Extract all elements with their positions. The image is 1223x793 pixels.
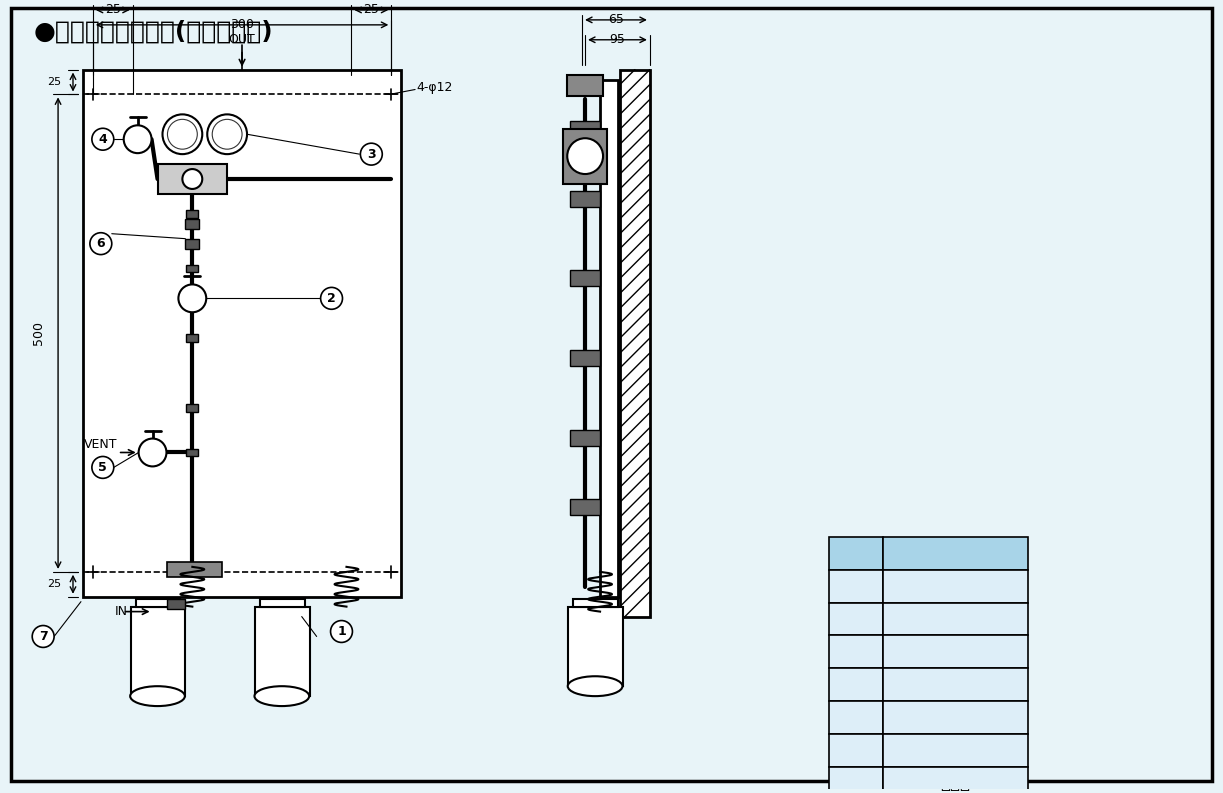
Text: No.: No.	[843, 546, 868, 561]
Circle shape	[124, 125, 152, 153]
Text: 7: 7	[39, 630, 48, 643]
Bar	[883, 767, 1027, 793]
Circle shape	[320, 287, 342, 309]
Bar	[186, 449, 198, 457]
Text: 25: 25	[105, 3, 121, 17]
Bar	[260, 599, 305, 607]
Bar	[883, 635, 1027, 668]
Bar	[883, 701, 1027, 734]
Circle shape	[91, 232, 111, 255]
Text: 1: 1	[850, 577, 861, 595]
Text: 1: 1	[338, 625, 346, 638]
Circle shape	[182, 169, 202, 189]
Text: VENT: VENT	[84, 438, 117, 451]
Bar	[570, 430, 600, 446]
Bar	[829, 603, 883, 635]
Text: 圧力調整器: 圧力調整器	[931, 642, 980, 661]
Bar	[883, 537, 1027, 570]
Bar	[829, 635, 883, 668]
Circle shape	[138, 439, 166, 466]
Bar	[186, 219, 199, 228]
Circle shape	[207, 114, 247, 154]
Text: 25: 25	[46, 579, 61, 588]
Bar	[829, 767, 883, 793]
Bar	[564, 129, 607, 184]
Text: 5: 5	[850, 708, 861, 726]
Text: 4: 4	[850, 675, 861, 693]
Text: 5: 5	[98, 461, 108, 474]
Bar	[883, 570, 1027, 603]
Circle shape	[92, 128, 114, 150]
Bar	[186, 265, 198, 273]
Bar	[83, 70, 401, 596]
Bar	[168, 562, 223, 577]
Text: OUT: OUT	[229, 33, 256, 46]
Text: 25: 25	[363, 3, 379, 17]
Text: 65: 65	[608, 13, 624, 26]
Bar	[570, 121, 600, 137]
Bar	[600, 79, 618, 596]
Bar	[158, 164, 227, 194]
Circle shape	[163, 114, 202, 154]
Text: 95: 95	[609, 33, 625, 46]
Bar	[829, 570, 883, 603]
Text: 3: 3	[850, 642, 861, 661]
Ellipse shape	[567, 676, 623, 696]
Ellipse shape	[130, 686, 185, 706]
Text: 名　称: 名 称	[942, 546, 969, 561]
Circle shape	[330, 621, 352, 642]
Text: 6: 6	[850, 741, 861, 759]
Text: IN: IN	[115, 605, 127, 618]
Text: 6: 6	[97, 237, 105, 250]
Text: 4: 4	[98, 132, 108, 146]
Bar	[136, 599, 181, 607]
Text: 入口弁: 入口弁	[940, 610, 970, 627]
Bar	[829, 734, 883, 767]
Bar	[569, 607, 623, 686]
Text: パージ弁: パージ弁	[936, 708, 975, 726]
Text: ●一次減圧ユニット(低圧タイプ): ●一次減圧ユニット(低圧タイプ)	[33, 20, 273, 44]
Text: 4-φ12: 4-φ12	[416, 81, 453, 94]
Bar	[883, 668, 1027, 701]
Bar	[829, 701, 883, 734]
Bar	[620, 70, 649, 617]
Text: 出口弁: 出口弁	[940, 675, 970, 693]
Bar	[567, 75, 603, 97]
Bar	[829, 537, 883, 570]
Text: 2: 2	[328, 292, 336, 305]
Text: 500: 500	[32, 321, 45, 345]
Bar	[254, 607, 309, 696]
Text: 300: 300	[230, 18, 254, 32]
Circle shape	[567, 138, 603, 174]
Bar	[883, 734, 1027, 767]
Ellipse shape	[254, 686, 309, 706]
Circle shape	[361, 144, 383, 165]
Bar	[186, 239, 199, 249]
Bar	[570, 270, 600, 286]
Text: フィルタ: フィルタ	[936, 741, 975, 759]
Text: 容器連結管: 容器連結管	[931, 577, 980, 595]
Bar	[574, 599, 618, 607]
Text: 7: 7	[850, 774, 861, 791]
Bar	[570, 500, 600, 515]
Bar	[186, 210, 198, 218]
Bar	[186, 334, 198, 342]
Bar	[186, 404, 198, 412]
Circle shape	[92, 457, 114, 478]
Text: 2: 2	[850, 610, 861, 627]
Circle shape	[32, 626, 54, 647]
Bar	[168, 599, 186, 608]
Text: 25: 25	[46, 77, 61, 86]
Text: パネル: パネル	[940, 774, 970, 791]
Circle shape	[179, 285, 207, 312]
Bar	[570, 350, 600, 366]
Bar	[570, 191, 600, 207]
Bar	[883, 603, 1027, 635]
Text: 3: 3	[367, 147, 375, 161]
Bar	[131, 607, 186, 696]
Bar	[829, 668, 883, 701]
